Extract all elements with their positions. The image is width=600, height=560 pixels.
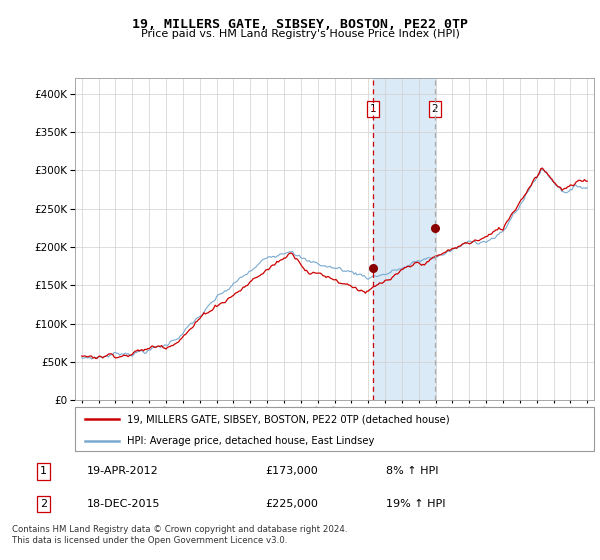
Text: 19, MILLERS GATE, SIBSEY, BOSTON, PE22 0TP: 19, MILLERS GATE, SIBSEY, BOSTON, PE22 0… — [132, 18, 468, 31]
Text: £225,000: £225,000 — [265, 499, 319, 509]
Text: 19-APR-2012: 19-APR-2012 — [87, 466, 158, 477]
Text: HPI: Average price, detached house, East Lindsey: HPI: Average price, detached house, East… — [127, 436, 374, 446]
Text: 19, MILLERS GATE, SIBSEY, BOSTON, PE22 0TP (detached house): 19, MILLERS GATE, SIBSEY, BOSTON, PE22 0… — [127, 414, 449, 424]
FancyBboxPatch shape — [75, 407, 594, 451]
Text: Contains HM Land Registry data © Crown copyright and database right 2024.
This d: Contains HM Land Registry data © Crown c… — [12, 525, 347, 545]
Text: £173,000: £173,000 — [265, 466, 318, 477]
Text: 2: 2 — [431, 104, 438, 114]
Text: 8% ↑ HPI: 8% ↑ HPI — [386, 466, 439, 477]
Text: 1: 1 — [370, 104, 376, 114]
Text: 18-DEC-2015: 18-DEC-2015 — [87, 499, 160, 509]
Bar — [373, 78, 435, 400]
Text: Price paid vs. HM Land Registry's House Price Index (HPI): Price paid vs. HM Land Registry's House … — [140, 29, 460, 39]
Text: 2: 2 — [40, 499, 47, 509]
Text: 19% ↑ HPI: 19% ↑ HPI — [386, 499, 446, 509]
Text: 1: 1 — [40, 466, 47, 477]
